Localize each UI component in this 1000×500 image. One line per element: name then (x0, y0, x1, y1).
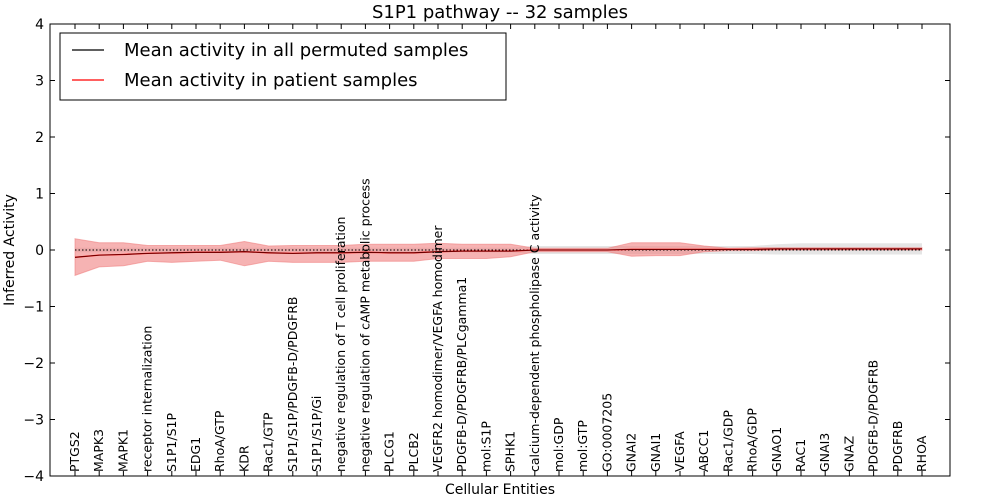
x-tick-label: calcium-dependent phospholipase C activi… (527, 194, 542, 472)
x-tick-label: mol:GTP (575, 420, 590, 472)
x-tick-label: ABCC1 (696, 430, 711, 472)
y-tick-label: 3 (35, 74, 44, 90)
y-tick-label: 2 (35, 130, 44, 146)
x-tick-label: S1P1/S1P (164, 413, 179, 472)
x-tick-label: Rac1/GTP (261, 412, 276, 472)
x-tick-label: negative regulation of cAMP metabolic pr… (357, 178, 372, 472)
x-tick-label: MAPK1 (115, 429, 130, 472)
chart-title: S1P1 pathway -- 32 samples (372, 2, 628, 23)
x-tick-label: RhoA/GDP (745, 408, 760, 472)
x-tick-label: PDGFB-D/PDGFRB (866, 360, 881, 472)
y-tick-label: 4 (35, 17, 44, 33)
x-tick-label: GNAO1 (769, 427, 784, 472)
plot-frame (49, 23, 951, 477)
x-tick-label: S1P1/S1P/PDGFB-D/PDGFRB (285, 297, 300, 473)
x-tick-label: EDG1 (188, 437, 203, 472)
x-tick-label: PLCG1 (382, 431, 397, 472)
y-tick-label: −2 (23, 356, 44, 372)
y-axis-label: Inferred Activity (2, 194, 18, 306)
patient-mean-line-shadow (74, 248, 922, 258)
x-tick-label: KDR (236, 445, 251, 472)
x-tick-label: RhoA/GTP (212, 410, 227, 472)
legend-label: Mean activity in all permuted samples (124, 40, 468, 61)
x-tick-label: GNAI1 (648, 433, 663, 472)
x-tick-label: GNAI2 (624, 433, 639, 472)
patient-band (74, 238, 923, 277)
x-tick-label: receptor internalization (140, 326, 155, 472)
x-tick-label: PTGS2 (67, 431, 82, 472)
x-tick-label: SPHK1 (503, 431, 518, 472)
x-tick-label: RAC1 (793, 439, 808, 472)
x-tick-label: VEGFA (672, 431, 687, 472)
y-tick-label: −1 (23, 300, 44, 316)
y-tick-label: −4 (23, 469, 44, 485)
x-tick-label: RHOA (914, 435, 929, 472)
legend-label: Mean activity in patient samples (124, 70, 418, 91)
legend: Mean activity in all permuted samples Mea… (59, 32, 507, 101)
x-tick-label: MAPK3 (91, 429, 106, 472)
y-tick-label: 0 (35, 243, 44, 259)
x-tick-label: GNAI3 (817, 433, 832, 472)
x-tick-label: GNAZ (841, 436, 856, 472)
y-tick-label: 1 (35, 187, 44, 203)
x-tick-label: PDGFB-D/PDGFRB/PLCgamma1 (454, 277, 469, 472)
legend-box (59, 32, 507, 101)
x-tick-label: negative regulation of T cell proliferat… (333, 217, 348, 472)
x-tick-label: Rac1/GDP (720, 410, 735, 472)
plot-area: −4 −3 −2 −1 0 1 2 3 4 PTGS2 MAPK3 MAPK1 receptor int… (23, 17, 950, 485)
y-tick-label: −3 (23, 413, 44, 429)
x-tick-label: mol:S1P (478, 421, 493, 472)
x-tick-label: VEGFR2 homodimer/VEGFA homodimer (430, 225, 445, 472)
x-tick-label: PLCB2 (406, 432, 421, 472)
x-tick-label: GO:0007205 (599, 393, 614, 472)
x-axis-label: Cellular Entities (445, 482, 555, 498)
x-tick-label: PDGFRB (890, 421, 905, 472)
x-tick-label: mol:GDP (551, 417, 566, 472)
x-tick-label: S1P1/S1P/Gi (309, 396, 324, 472)
